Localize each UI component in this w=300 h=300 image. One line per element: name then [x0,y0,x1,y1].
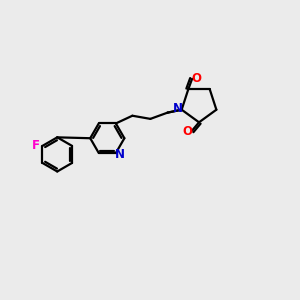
Text: O: O [183,125,193,138]
Text: O: O [191,72,201,85]
Text: F: F [32,139,40,152]
Text: N: N [173,102,183,115]
Text: N: N [115,148,125,161]
